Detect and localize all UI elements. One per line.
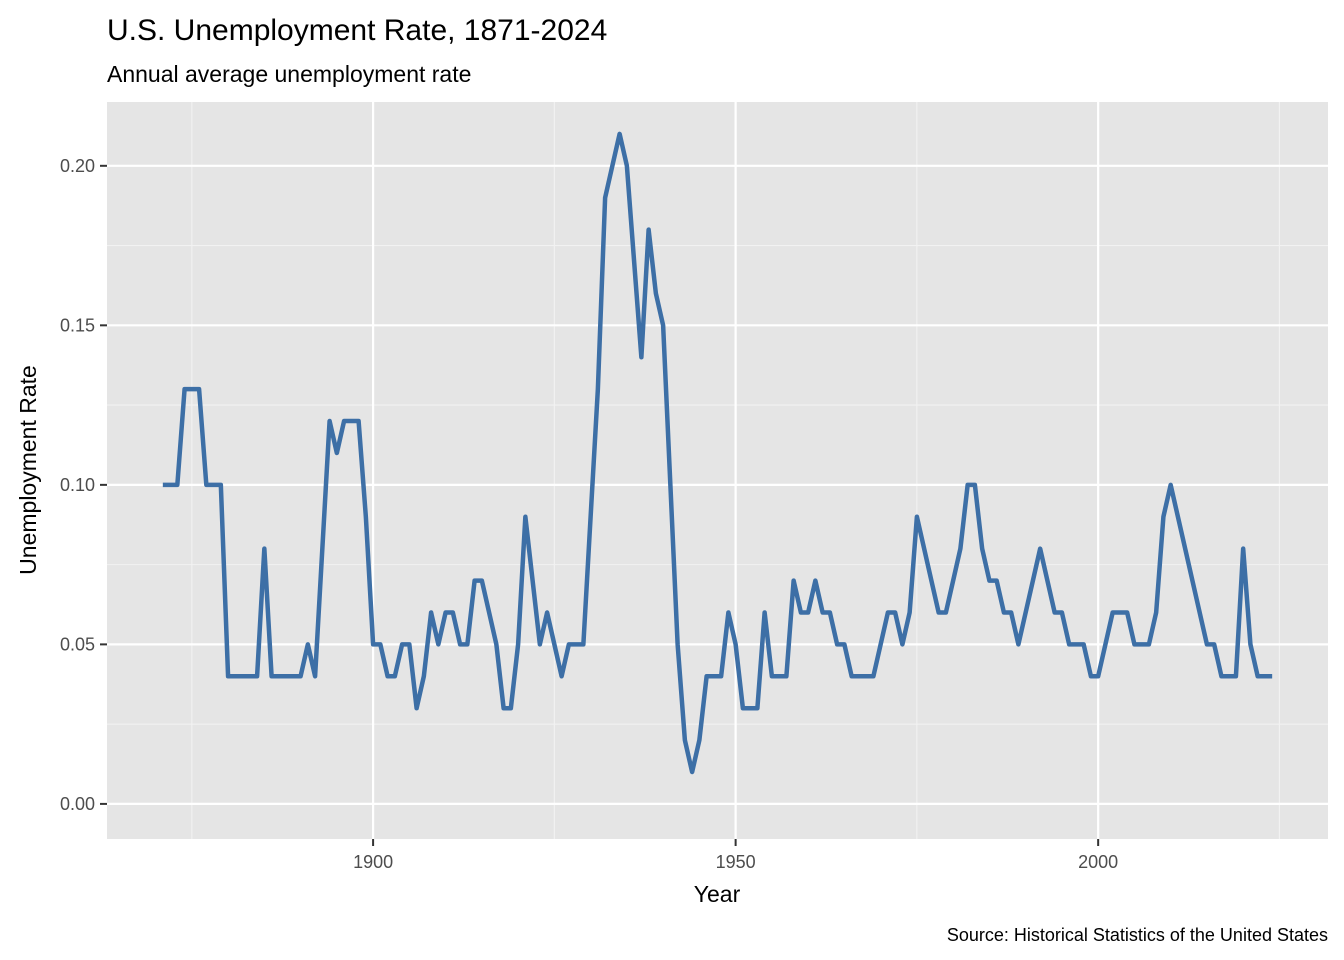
y-axis: 0.00 0.05 0.10 0.15 0.20 <box>60 156 107 814</box>
x-axis: 1900 1950 2000 <box>353 839 1118 872</box>
x-tick-label: 1900 <box>353 852 393 872</box>
minor-gridlines <box>107 102 1328 839</box>
chart-subtitle: Annual average unemployment rate <box>107 61 471 87</box>
y-tick-label: 0.20 <box>60 156 95 176</box>
plot-panel <box>107 102 1328 839</box>
x-tick-label: 2000 <box>1078 852 1118 872</box>
y-tick-label: 0.05 <box>60 634 95 654</box>
chart-title: U.S. Unemployment Rate, 1871-2024 <box>107 14 607 47</box>
y-tick-label: 0.15 <box>60 315 95 335</box>
x-axis-title: Year <box>694 881 741 907</box>
y-axis-title: Unemployment Rate <box>15 365 41 575</box>
unemployment-line <box>162 131 1273 775</box>
major-gridlines <box>107 102 1328 839</box>
y-tick-label: 0.00 <box>60 794 95 814</box>
y-tick-label: 0.10 <box>60 475 95 495</box>
chart-caption: Source: Historical Statistics of the Uni… <box>947 925 1328 945</box>
x-tick-label: 1950 <box>716 852 756 872</box>
